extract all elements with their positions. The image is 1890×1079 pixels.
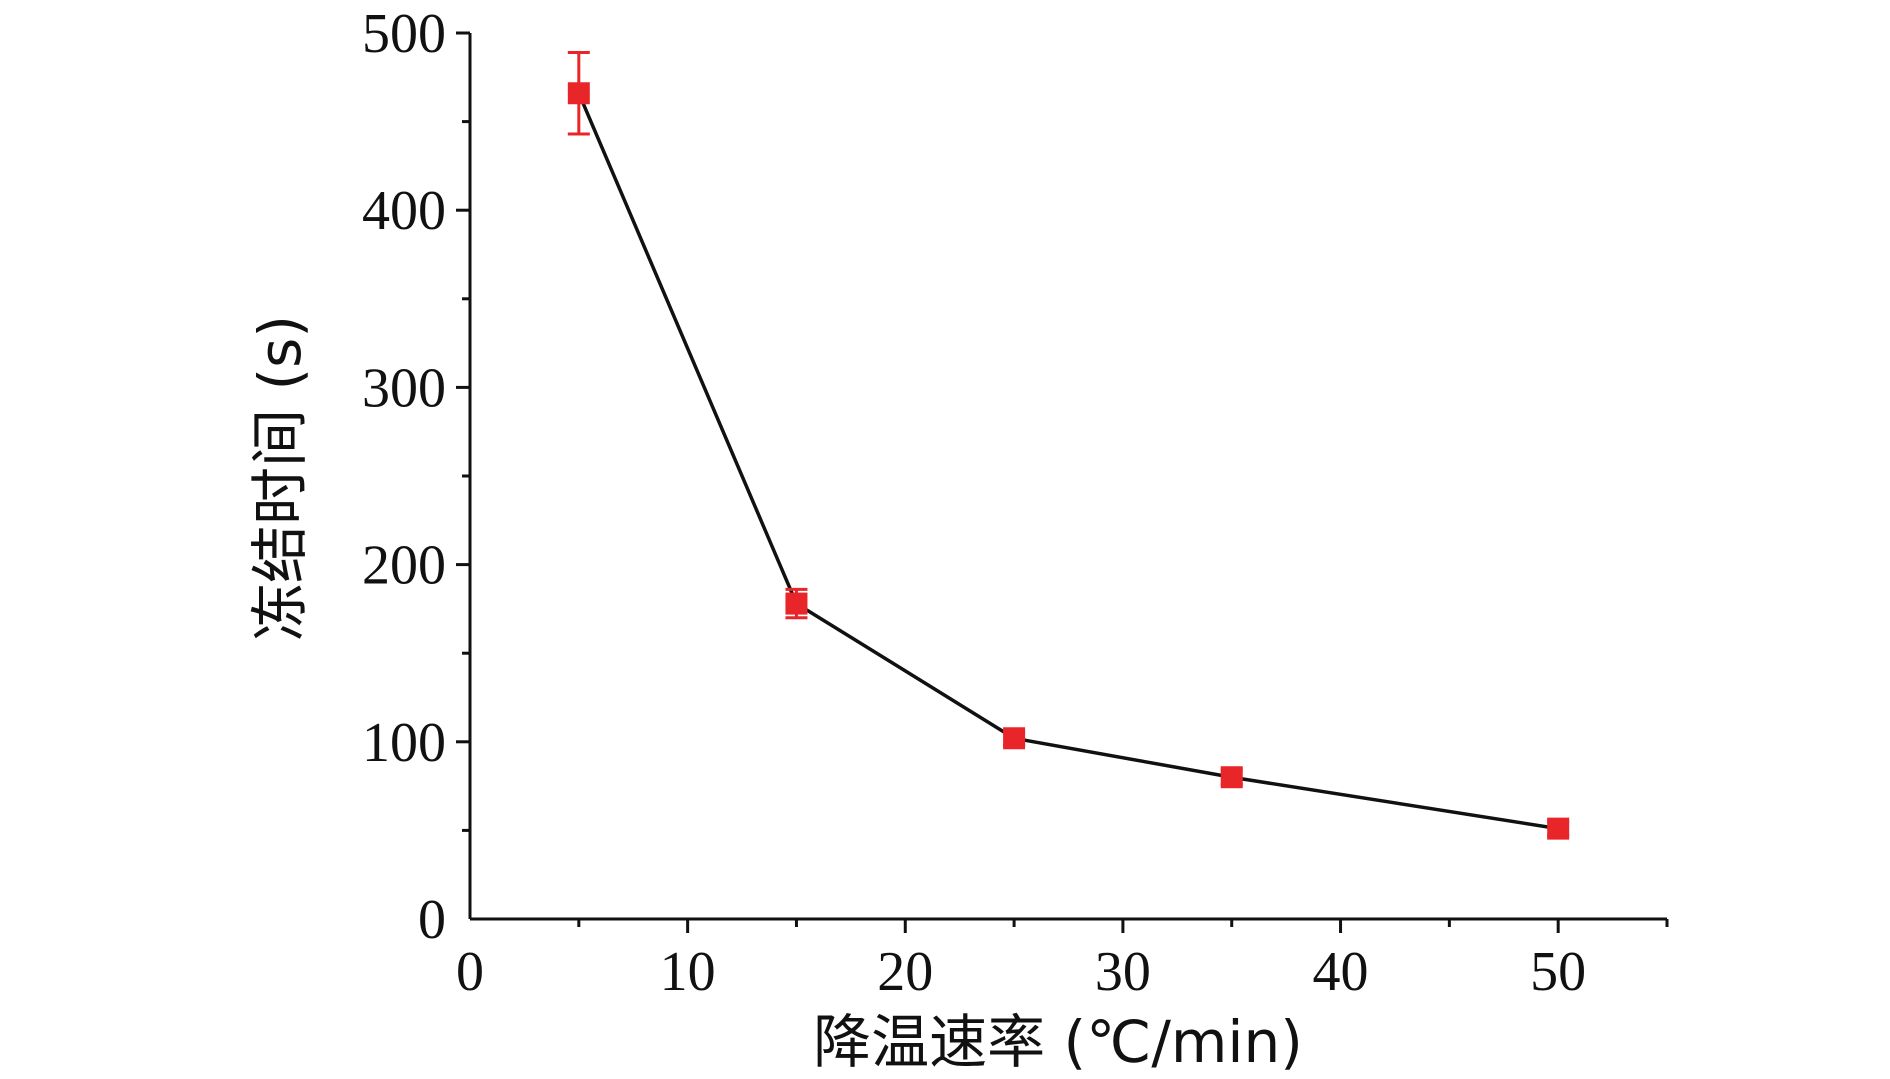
data-point [1003, 727, 1026, 750]
x-axis-ticks: 0 10 20 30 40 50 [456, 919, 1669, 1003]
x-tick-label: 0 [456, 941, 484, 1003]
x-tick-label: 10 [660, 941, 716, 1003]
axes [468, 33, 1667, 921]
y-axis-ticks: 0 100 200 300 400 500 [362, 3, 470, 951]
x-axis-title: 降温速率 (℃/min) [813, 1008, 1303, 1076]
y-tick-label: 300 [362, 357, 446, 419]
x-tick-label: 40 [1313, 941, 1369, 1003]
data-point [1547, 817, 1570, 840]
data-marker [567, 82, 590, 105]
series-line [577, 92, 1559, 831]
y-tick-label: 400 [362, 180, 446, 242]
y-tick-label: 200 [362, 535, 446, 597]
y-axis-title: 冻结时间 (s) [246, 315, 314, 641]
x-tick-label: 50 [1530, 941, 1586, 1003]
x-tick-label: 20 [877, 941, 933, 1003]
data-marker [1220, 766, 1243, 789]
y-tick-label: 0 [418, 889, 446, 951]
data-marker [785, 592, 808, 615]
plot-area [567, 50, 1570, 840]
y-tick-label: 100 [362, 712, 446, 774]
data-marker [1003, 727, 1026, 750]
data-marker [1547, 817, 1570, 840]
y-tick-label: 500 [362, 3, 446, 65]
data-point [785, 587, 808, 620]
data-point [1220, 766, 1243, 789]
x-tick-label: 30 [1095, 941, 1151, 1003]
data-point [567, 50, 590, 136]
